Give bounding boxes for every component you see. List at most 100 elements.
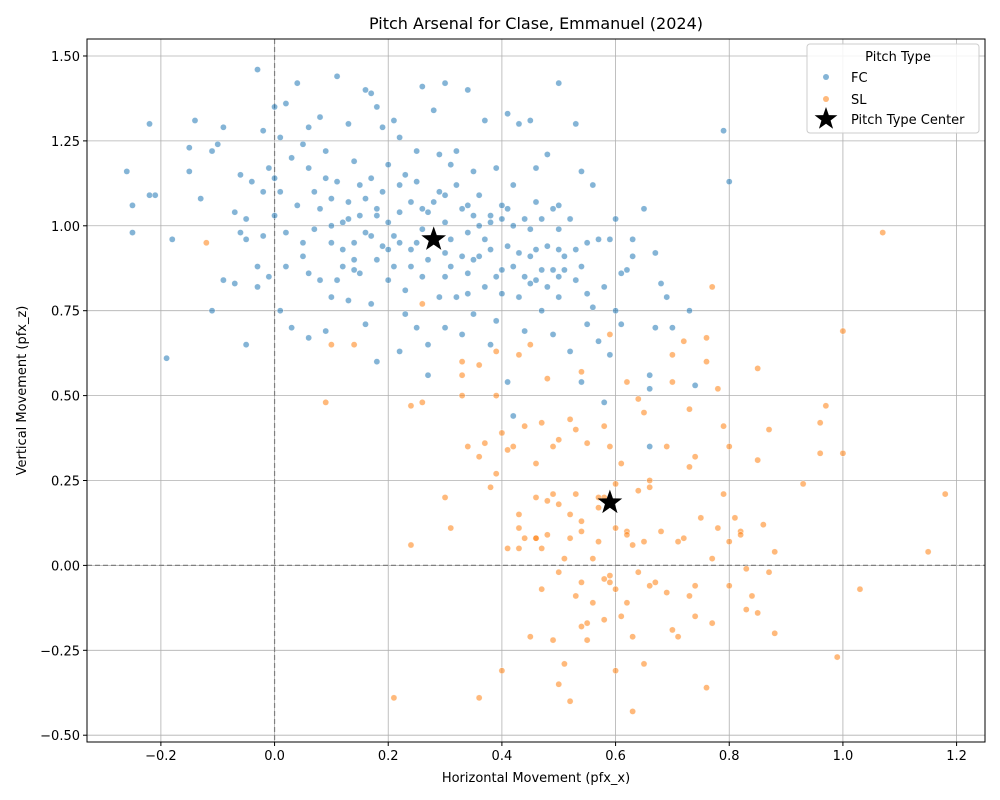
point-sl (691, 582, 699, 590)
point-fc (299, 253, 307, 260)
point-fc (595, 337, 602, 345)
point-sl (674, 633, 682, 641)
point-sl (492, 348, 500, 355)
point-fc (481, 236, 489, 243)
point-fc (373, 358, 381, 365)
point-fc (305, 123, 312, 131)
point-sl (822, 402, 830, 410)
point-fc (487, 341, 494, 348)
point-sl (515, 511, 523, 518)
point-fc (470, 168, 477, 175)
x-axis-label: Horizontal Movement (pfx_x) (442, 771, 630, 786)
data-points (123, 66, 949, 715)
point-sl (390, 694, 398, 702)
point-fc (293, 79, 301, 87)
point-sl (652, 579, 659, 586)
point-fc (401, 287, 409, 294)
point-sl (572, 490, 580, 498)
point-fc (606, 236, 614, 243)
point-sl (419, 300, 426, 308)
y-tick-label: 0.75 (51, 305, 80, 320)
point-fc (492, 273, 500, 281)
point-fc (725, 178, 733, 185)
point-fc (549, 205, 557, 213)
point-fc (436, 293, 443, 301)
x-tick-label: 0.0 (264, 749, 285, 764)
point-fc (168, 236, 176, 243)
point-sl (754, 456, 761, 464)
pitch-type-centers (421, 226, 623, 514)
point-fc (328, 195, 335, 202)
point-fc (299, 140, 307, 148)
point-fc (288, 154, 295, 162)
point-fc (242, 236, 250, 243)
point-fc (464, 202, 472, 209)
point-fc (282, 263, 290, 270)
point-fc (242, 215, 250, 223)
point-fc (214, 140, 222, 148)
point-sl (532, 494, 540, 501)
point-fc (515, 293, 523, 301)
legend-marker-fc (823, 74, 829, 80)
point-fc (441, 79, 449, 87)
point-sl (527, 633, 534, 641)
point-sl (583, 439, 591, 447)
point-fc (691, 382, 699, 389)
point-sl (612, 524, 619, 532)
point-sl (566, 511, 574, 518)
x-tick-label: 1.0 (833, 749, 854, 764)
point-fc (606, 351, 614, 359)
point-sl (447, 524, 455, 532)
point-fc (424, 371, 432, 379)
point-sl (646, 477, 653, 484)
point-fc (208, 307, 216, 314)
point-fc (453, 147, 460, 155)
point-sl (544, 375, 551, 382)
point-fc (390, 232, 398, 240)
point-sl (731, 514, 739, 522)
point-sl (754, 365, 761, 372)
point-sl (839, 327, 847, 335)
point-sl (703, 334, 710, 342)
point-sl (555, 568, 563, 576)
point-fc (390, 263, 398, 270)
point-fc (322, 147, 330, 155)
point-fc (566, 215, 574, 223)
point-sl (725, 582, 733, 590)
point-sl (606, 331, 614, 338)
point-fc (186, 168, 193, 175)
point-sl (617, 613, 625, 620)
point-sl (538, 545, 545, 552)
chart-title: Pitch Arsenal for Clase, Emmanuel (2024) (369, 14, 703, 33)
point-fc (561, 266, 568, 274)
point-sl (612, 480, 619, 488)
point-sl (623, 378, 631, 386)
point-fc (515, 120, 523, 128)
point-fc (652, 324, 659, 331)
point-sl (566, 534, 574, 542)
point-fc (447, 161, 455, 168)
point-sl (532, 460, 540, 467)
point-sl (504, 545, 511, 552)
point-fc (237, 229, 244, 236)
point-sl (561, 660, 568, 668)
point-fc (532, 246, 540, 253)
point-fc (356, 181, 364, 189)
point-sl (600, 575, 608, 583)
point-fc (600, 283, 608, 291)
point-fc (356, 270, 364, 277)
point-fc (464, 290, 472, 298)
point-fc (282, 229, 290, 236)
point-sl (572, 426, 580, 433)
point-fc (407, 246, 415, 253)
point-fc (271, 103, 278, 111)
point-sl (532, 534, 540, 542)
point-fc (419, 273, 426, 281)
point-fc (288, 324, 295, 331)
point-fc (413, 147, 420, 155)
point-sl (566, 697, 574, 705)
x-tick-label: 0.2 (378, 749, 399, 764)
point-sl (640, 538, 648, 545)
point-fc (521, 327, 528, 335)
point-sl (765, 426, 773, 433)
